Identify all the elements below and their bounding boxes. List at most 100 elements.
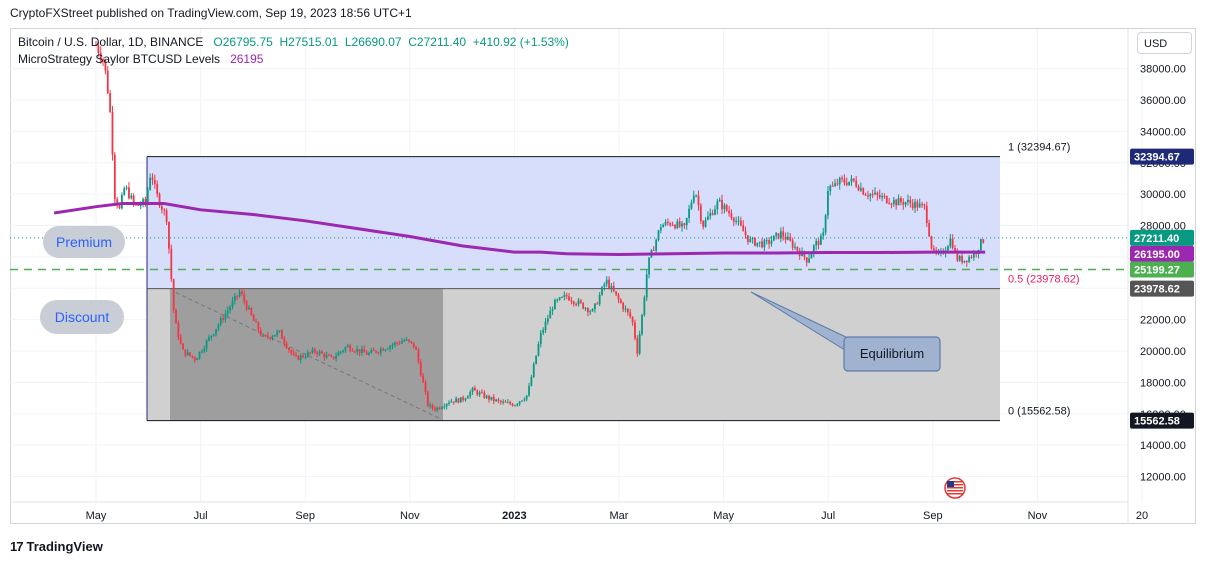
- candle-body: [118, 205, 121, 209]
- candle-body: [196, 358, 199, 361]
- candle-body: [610, 285, 613, 289]
- candle-body: [97, 45, 100, 53]
- candle-body: [812, 245, 815, 254]
- candle-body: [342, 350, 345, 352]
- equilibrium-box: [843, 336, 941, 372]
- candle-body: [495, 399, 497, 401]
- candle-body: [523, 399, 526, 401]
- candle-body: [175, 309, 177, 324]
- candle-body: [892, 199, 895, 205]
- candle-body: [537, 344, 540, 356]
- currency-button[interactable]: USD: [1137, 32, 1192, 54]
- candle-body: [464, 398, 467, 401]
- candle-body: [739, 220, 742, 226]
- discount-pill: [40, 300, 124, 334]
- candle-body: [351, 350, 354, 352]
- candle-body: [226, 310, 229, 314]
- candle-body: [471, 387, 474, 393]
- candle-body: [339, 351, 342, 353]
- candle-body: [770, 240, 773, 244]
- candle-body: [744, 231, 747, 236]
- candle-body: [772, 235, 775, 241]
- candle-body: [916, 201, 919, 208]
- candle-body: [763, 240, 766, 248]
- candle-body: [356, 349, 359, 352]
- candle-body: [311, 349, 314, 353]
- candle-body: [709, 213, 712, 217]
- candle-body: [504, 401, 507, 403]
- candle-body: [805, 257, 808, 263]
- candle-body: [761, 241, 763, 248]
- candle-body: [441, 407, 443, 409]
- fib-05-tag-bg: [1130, 280, 1194, 297]
- indicator-name[interactable]: MicroStrategy Saylor BTCUSD Levels: [18, 52, 221, 66]
- tradingview-logo-icon: 17: [10, 539, 24, 554]
- candle-body: [808, 258, 811, 263]
- candle-body: [163, 209, 166, 211]
- candle-body: [838, 177, 841, 185]
- x-tick-label: Nov: [1028, 510, 1048, 522]
- candle-body: [890, 203, 893, 205]
- candle-body: [589, 311, 592, 313]
- candle-body: [160, 206, 163, 210]
- published-line: CryptoFXStreet published on TradingView.…: [10, 6, 412, 20]
- candle-body: [626, 308, 629, 313]
- candle-body: [412, 342, 415, 347]
- candle-body: [754, 238, 756, 246]
- candle-body: [353, 351, 356, 353]
- candle-body: [539, 332, 542, 345]
- candle-body: [634, 322, 636, 339]
- candle-body: [511, 403, 514, 406]
- candle-body: [779, 231, 782, 239]
- candle-body: [954, 248, 956, 252]
- fib-0-tag: 15562.58: [1134, 416, 1180, 428]
- candle-body: [638, 333, 641, 354]
- candle-body: [615, 291, 618, 295]
- x-tick-label: 2023: [502, 510, 526, 522]
- open-value: O26795.75: [213, 35, 273, 49]
- candle-body: [546, 318, 549, 322]
- candle-body: [525, 395, 528, 400]
- candle-body: [692, 195, 695, 203]
- candle-body: [262, 335, 264, 337]
- candle-body: [466, 396, 469, 399]
- symbol-name[interactable]: Bitcoin / U.S. Dollar, 1D, BINANCE: [18, 35, 204, 49]
- candle-body: [850, 178, 853, 182]
- legend-symbol-row: Bitcoin / U.S. Dollar, 1D, BINANCE O2679…: [18, 34, 569, 51]
- green-level-tag-bg: [1130, 261, 1194, 278]
- candle-body: [255, 320, 257, 323]
- candle-body: [845, 182, 848, 185]
- candle-body: [483, 392, 486, 398]
- candle-body: [551, 309, 554, 311]
- candle-body: [596, 303, 599, 305]
- candle-body: [685, 217, 688, 226]
- indicator-value: 26195: [230, 52, 264, 66]
- saylor-level-line: [53, 202, 986, 257]
- candle-body: [608, 279, 610, 289]
- candle-body: [422, 375, 425, 383]
- candle-body: [514, 405, 516, 407]
- candle-body: [302, 355, 305, 358]
- candle-body: [184, 349, 187, 356]
- saylor-level-tag-bg: [1130, 245, 1194, 262]
- candle-body: [457, 398, 460, 403]
- candle-body: [349, 345, 352, 351]
- candle-body: [956, 251, 959, 261]
- candle-body: [269, 337, 272, 339]
- candle-body: [389, 345, 392, 349]
- candle-body: [848, 181, 851, 185]
- candle-body: [617, 294, 620, 300]
- candle-body: [791, 240, 794, 248]
- candle-body: [172, 279, 175, 310]
- candle-body: [137, 204, 140, 206]
- candle-body: [631, 316, 634, 323]
- candle-body: [104, 60, 107, 71]
- candle-body: [177, 323, 180, 338]
- candle-body: [697, 195, 700, 206]
- y-tick-label: 34000.00: [1140, 126, 1186, 138]
- candle-body: [909, 199, 912, 204]
- x-tick-label: May: [713, 510, 734, 522]
- candle-body: [316, 352, 319, 355]
- candle-body: [271, 336, 274, 339]
